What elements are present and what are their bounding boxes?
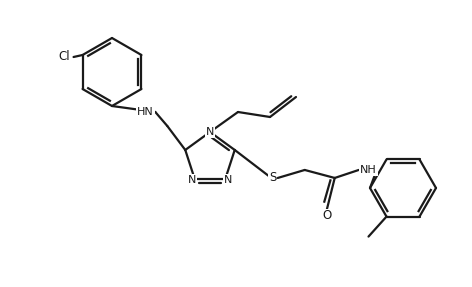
Text: S: S (269, 171, 277, 185)
Text: HN: HN (137, 107, 154, 117)
Text: N: N (206, 127, 214, 137)
Text: NH: NH (360, 165, 377, 175)
Text: O: O (322, 210, 331, 222)
Text: Cl: Cl (59, 51, 70, 63)
Text: N: N (187, 175, 196, 185)
Text: N: N (224, 175, 233, 185)
